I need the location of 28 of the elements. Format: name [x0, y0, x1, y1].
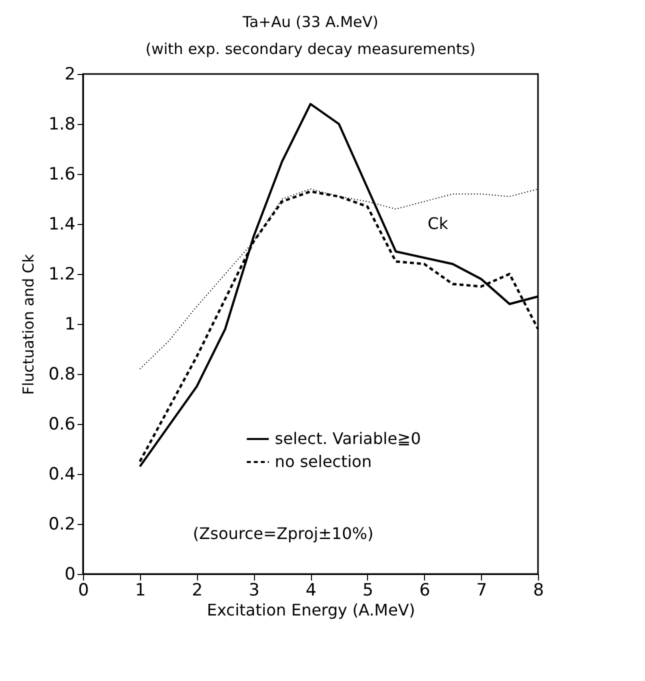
y-tick-label: 0.4 — [48, 464, 76, 484]
chart-title: Ta+Au (33 A.MeV) — [242, 13, 378, 31]
y-axis-title: Fluctuation and Ck — [19, 254, 38, 395]
chart-subtitle: (with exp. secondary decay measurements) — [146, 40, 476, 58]
legend-label: select. Variable≧0 — [274, 429, 421, 448]
legend-label: no selection — [274, 452, 372, 471]
annotation: (Zsource=Zproj±10%) — [192, 524, 374, 543]
y-tick-label: 2 — [64, 64, 76, 84]
x-tick-label: 2 — [192, 580, 203, 600]
y-tick-label: 0.8 — [48, 364, 76, 384]
x-tick-label: 6 — [419, 580, 430, 600]
x-tick-label: 3 — [248, 580, 260, 600]
x-axis-title: Excitation Energy (A.MeV) — [206, 600, 416, 620]
y-tick-label: 1.4 — [48, 214, 76, 234]
annotation: Ck — [428, 214, 449, 233]
y-tick-label: 1 — [64, 314, 76, 334]
x-tick-label: 5 — [362, 580, 374, 600]
y-tick-label: 0.6 — [48, 414, 76, 434]
y-tick-label: 0.2 — [48, 514, 76, 534]
x-tick-label: 8 — [533, 580, 544, 600]
y-tick-label: 1.2 — [48, 264, 76, 284]
x-tick-label: 7 — [476, 580, 488, 600]
x-tick-label: 4 — [306, 580, 316, 600]
y-tick-label: 1.8 — [48, 114, 76, 134]
y-tick-label: 1.6 — [48, 164, 76, 184]
y-tick-label: 0 — [64, 564, 76, 584]
x-tick-label: 0 — [78, 580, 89, 600]
x-tick-label: 1 — [134, 580, 146, 600]
